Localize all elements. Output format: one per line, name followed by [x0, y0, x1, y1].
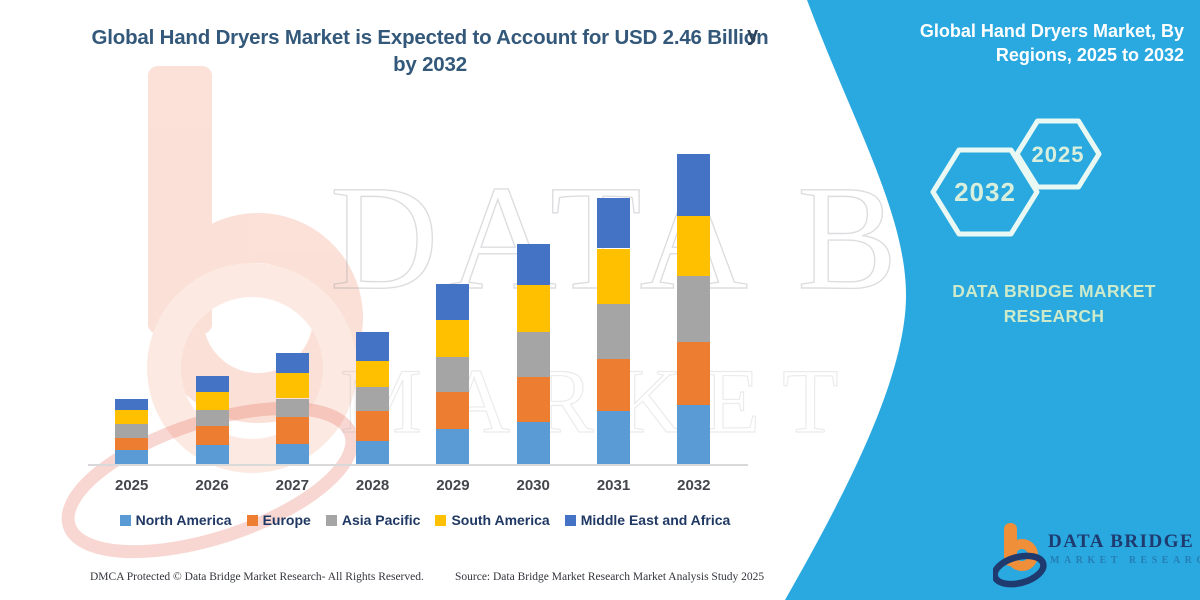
logo-name-text: DATA BRIDGE [1048, 531, 1195, 552]
bar-segment-middle-east-and-africa [597, 198, 630, 249]
legend-item: Middle East and Africa [564, 512, 731, 528]
legend-swatch-icon [119, 514, 131, 526]
logo-swoosh-watermark [61, 401, 359, 559]
legend-label: Europe [262, 512, 311, 528]
bar-segment-middle-east-and-africa [516, 243, 550, 286]
legend-swatch-icon [325, 514, 337, 526]
legend-swatch-icon [246, 514, 258, 526]
bar-segment-north-america [356, 441, 390, 464]
x-axis-label-2026: 2026 [195, 477, 229, 494]
bar-segment-north-america [677, 404, 711, 464]
bar-segment-south-america [115, 409, 149, 424]
bar-segment-north-america [436, 428, 470, 464]
bar-segment-europe [436, 392, 470, 429]
legend-item: Asia Pacific [325, 512, 421, 528]
bar-segment-middle-east-and-africa [195, 375, 229, 393]
bar-segment-europe [115, 437, 149, 451]
bar-segment-europe [356, 411, 390, 442]
legend-item: South America [435, 512, 550, 528]
hexagon-2032 [930, 147, 1040, 237]
bar-segment-europe [677, 341, 711, 405]
x-axis-label-2031: 2031 [596, 477, 631, 494]
bar-segment-middle-east-and-africa [677, 154, 711, 216]
hexagon-2032-label: 2032 [954, 177, 1016, 207]
bar-segment-middle-east-and-africa [436, 283, 470, 321]
bar-segment-north-america [115, 450, 149, 464]
legend-label: Asia Pacific [341, 512, 421, 528]
bar-segment-asia-pacific [516, 331, 550, 378]
bar-segment-north-america [516, 422, 550, 464]
bar-segment-europe [597, 359, 630, 412]
bar-segment-europe [275, 417, 309, 444]
x-axis-line [88, 464, 748, 466]
bar-segment-asia-pacific [597, 304, 630, 360]
x-axis-label-2029: 2029 [436, 477, 470, 494]
brand-wordmark: DATA BRIDGE MARKET RESEARCH [952, 281, 1156, 327]
chart-legend: North America Europe Asia Pacific South Ame… [85, 512, 765, 528]
stacked-bar-chart: 2025 2026 2027 2028 2029 2030 2031 2032 [88, 154, 748, 494]
bar-segment-europe [195, 426, 229, 446]
bar-segment-asia-pacific [115, 423, 149, 438]
chart-title: Global Hand Dryers Market is Expected to… [91, 26, 769, 77]
legend-swatch-icon [435, 514, 447, 526]
bar-segment-north-america [195, 445, 229, 464]
bar-segment-middle-east-and-africa [115, 398, 149, 410]
hexagon-2025 [1014, 118, 1102, 190]
ghost-letter-artifact: y [747, 24, 759, 46]
legend-label: South America [451, 512, 550, 528]
legend-label: North America [135, 512, 232, 528]
bar-segment-south-america [436, 320, 470, 357]
source-text: Source: Data Bridge Market Research Mark… [455, 571, 765, 583]
bar-segment-north-america [597, 411, 630, 464]
x-axis-label-2030: 2030 [516, 477, 550, 494]
legend-item: Europe [246, 512, 311, 528]
bar-segment-south-america [597, 248, 630, 304]
bar-segment-south-america [677, 215, 711, 277]
bar-segment-asia-pacific [275, 398, 309, 418]
side-panel-title: Global Hand Dryers Market, By Regions, 2… [919, 21, 1184, 65]
logo-subtitle-text: MARKET RESEARCH [1050, 555, 1200, 566]
hexagon-badges: 2032 2025 [930, 118, 1102, 237]
legend-item: North America [119, 512, 232, 528]
x-axis-label-2032: 2032 [677, 477, 711, 494]
bar-segment-europe [516, 377, 550, 423]
copyright-text: DMCA Protected © Data Bridge Market Rese… [90, 571, 424, 583]
bar-segment-asia-pacific [195, 409, 229, 427]
bar-segment-asia-pacific [677, 276, 711, 342]
logo-b-icon [993, 523, 1047, 588]
legend-label: Middle East and Africa [580, 512, 731, 528]
data-bridge-logo: DATA BRIDGE MARKET RESEARCH [993, 518, 1200, 593]
bar-segment-asia-pacific [436, 356, 470, 393]
bar-segment-south-america [195, 392, 229, 410]
hexagon-2025-label: 2025 [1032, 142, 1085, 167]
logo-b-watermark [147, 66, 363, 473]
bar-segment-north-america [275, 443, 309, 464]
x-axis-label-2028: 2028 [355, 477, 390, 494]
x-axis-label-2027: 2027 [275, 477, 309, 494]
x-axis-label-2025: 2025 [115, 477, 149, 494]
bar-segment-middle-east-and-africa [275, 353, 309, 374]
legend-swatch-icon [564, 514, 576, 526]
bar-segment-south-america [356, 360, 390, 388]
bar-segment-middle-east-and-africa [356, 331, 390, 361]
bar-segment-south-america [275, 373, 309, 399]
bar-segment-asia-pacific [356, 387, 390, 411]
bar-segment-south-america [516, 285, 550, 332]
